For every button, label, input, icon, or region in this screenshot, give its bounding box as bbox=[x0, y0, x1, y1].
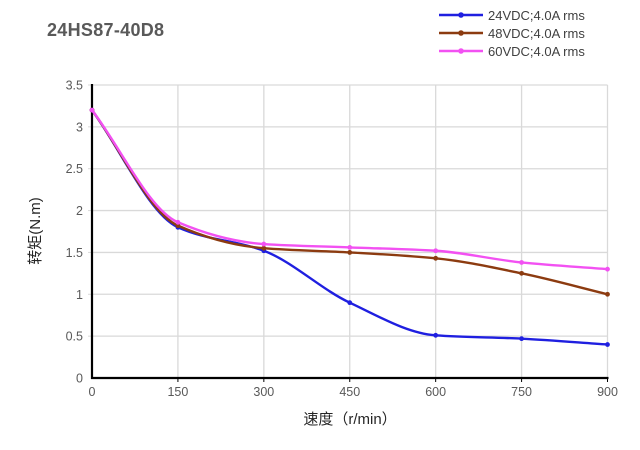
data-point-marker bbox=[89, 107, 95, 113]
y-tick-label: 0 bbox=[76, 372, 83, 386]
x-tick-label: 300 bbox=[253, 385, 274, 399]
x-tick-label: 600 bbox=[425, 385, 446, 399]
legend-label-48vdc: 48VDC;4.0A rms bbox=[488, 25, 585, 41]
data-point-marker bbox=[261, 245, 267, 251]
data-point-marker bbox=[605, 342, 610, 347]
legend-item-48vdc: 48VDC;4.0A rms bbox=[438, 24, 585, 42]
data-point-marker bbox=[433, 255, 439, 261]
y-tick-label: 2 bbox=[76, 204, 83, 218]
data-point-marker bbox=[605, 291, 610, 297]
data-point-marker bbox=[519, 270, 524, 276]
legend: 24VDC;4.0A rms 48VDC;4.0A rms 60VDC;4.0A… bbox=[438, 6, 585, 60]
data-point-marker bbox=[433, 332, 439, 338]
y-axis-title: 转矩(N.m) bbox=[27, 197, 44, 265]
data-point-marker bbox=[261, 241, 267, 247]
x-tick-label: 750 bbox=[511, 385, 532, 399]
legend-line-swatch-48vdc bbox=[439, 30, 483, 36]
x-tick-label: 0 bbox=[89, 385, 96, 399]
data-point-marker bbox=[519, 260, 524, 265]
data-point-marker bbox=[347, 250, 353, 255]
data-point-marker bbox=[347, 245, 353, 250]
data-point-marker bbox=[175, 219, 181, 225]
y-tick-label: 3.5 bbox=[66, 79, 83, 93]
legend-item-24vdc: 24VDC;4.0A rms bbox=[438, 6, 585, 24]
chart-title: 24HS87-40D8 bbox=[47, 20, 165, 40]
axis-tick-marks bbox=[88, 84, 608, 382]
data-point-marker bbox=[605, 266, 610, 272]
y-tick-label: 0.5 bbox=[66, 330, 83, 344]
y-tick-label: 1 bbox=[76, 288, 83, 302]
y-tick-label: 2.5 bbox=[66, 162, 83, 176]
x-tick-label: 150 bbox=[167, 385, 188, 399]
data-point-marker bbox=[519, 336, 524, 342]
data-series bbox=[89, 107, 610, 347]
legend-line-swatch-24vdc bbox=[439, 12, 483, 18]
y-tick-label: 1.5 bbox=[66, 246, 83, 260]
legend-label-24vdc: 24VDC;4.0A rms bbox=[488, 7, 585, 23]
x-axis-title: 速度（r/min） bbox=[303, 411, 396, 428]
axis-tick-labels: 0 150 300 450 600 750 900 0 0.5 1 1.5 2 2.5 3 3.5 bbox=[66, 79, 618, 400]
legend-line-swatch-60vdc bbox=[439, 48, 483, 54]
data-point-marker bbox=[175, 223, 181, 229]
legend-label-60vdc: 60VDC;4.0A rms bbox=[488, 43, 585, 59]
data-point-marker bbox=[433, 248, 439, 254]
y-tick-label: 3 bbox=[76, 120, 83, 134]
x-tick-label: 450 bbox=[339, 385, 360, 399]
data-point-marker bbox=[347, 300, 353, 306]
x-tick-label: 900 bbox=[597, 385, 618, 399]
gridlines bbox=[92, 84, 609, 378]
legend-item-60vdc: 60VDC;4.0A rms bbox=[438, 42, 585, 60]
